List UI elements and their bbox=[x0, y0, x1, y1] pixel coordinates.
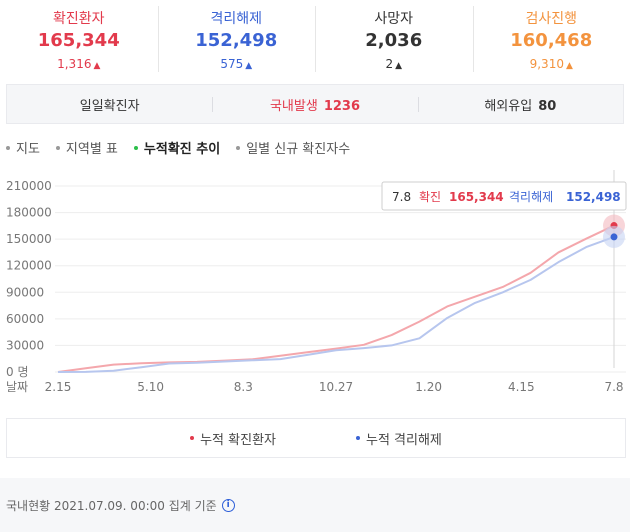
legend-released[interactable]: 누적 격리해제 bbox=[356, 429, 442, 448]
summary-stats: 확진환자 165,344 1,316 ▲ 격리해제 152,498 575 ▲ 사망… bbox=[0, 0, 630, 78]
y-tick-label: 90000 bbox=[6, 285, 44, 299]
stat-released-value: 152,498 bbox=[195, 30, 278, 51]
y-tick-label: 210000 bbox=[6, 179, 52, 193]
stat-testing-value: 160,468 bbox=[510, 30, 593, 51]
daily-domestic: 국내발생 1236 bbox=[212, 95, 417, 114]
arrow-up-icon: ▲ bbox=[245, 61, 253, 71]
bullet-icon bbox=[55, 145, 60, 150]
daily-overseas: 해외유입 80 bbox=[417, 95, 623, 114]
bullet-icon bbox=[236, 145, 241, 150]
y-tick-label: 60000 bbox=[6, 312, 44, 326]
bullet-icon bbox=[6, 145, 10, 150]
tooltip-confirmed-label: 확진 bbox=[419, 190, 441, 204]
x-tick-label: 5.10 bbox=[137, 380, 164, 394]
x-axis-labels: 날짜 2.15 5.10 8.3 10.27 1.20 4.15 7.8 bbox=[6, 380, 624, 394]
daily-label: 일일확진자 bbox=[79, 98, 140, 114]
stat-testing-change: 9,310 ▲ bbox=[473, 57, 630, 71]
y-tick-label: 0 명 bbox=[6, 365, 29, 379]
view-tabs: 지도 지역별 표 누적확진 추이 일별 신규 확진자수 bbox=[6, 138, 366, 157]
cumulative-line-chart[interactable]: 0 명 30000 60000 90000 120000 150000 180000 2100… bbox=[0, 170, 630, 402]
legend-confirmed-label: 누적 확진환자 bbox=[200, 432, 276, 448]
stat-released: 격리해제 152,498 575 ▲ bbox=[157, 0, 316, 78]
tooltip-confirmed-value: 165,344 bbox=[449, 190, 504, 204]
daily-overseas-value: 80 bbox=[538, 98, 557, 114]
x-tick-label: 7.8 bbox=[604, 380, 623, 394]
footer-text: 국내현황 2021.07.09. 00:00 집계 기준 bbox=[6, 498, 217, 513]
chart-legend: 누적 확진환자 누적 격리해제 bbox=[6, 418, 626, 458]
legend-confirmed-dot-icon bbox=[190, 436, 195, 440]
daily-overseas-label: 해외유입 bbox=[484, 98, 533, 114]
tab-region-table-label: 지역별 표 bbox=[65, 142, 118, 157]
stat-deaths-label: 사망자 bbox=[374, 11, 414, 27]
arrow-up-icon: ▲ bbox=[565, 61, 573, 71]
x-tick-label: 10.27 bbox=[319, 380, 353, 394]
tab-cumulative-trend[interactable]: 누적확진 추이 bbox=[133, 138, 221, 157]
series-line-released bbox=[57, 235, 615, 373]
tab-daily-new-cases-label: 일별 신규 확진자수 bbox=[246, 142, 351, 157]
stat-testing-label: 검사진행 bbox=[525, 11, 578, 27]
stat-testing: 검사진행 160,468 9,310 ▲ bbox=[472, 0, 630, 78]
stat-deaths: 사망자 2,036 2 ▲ bbox=[315, 0, 473, 78]
stat-confirmed: 확진환자 165,344 1,316 ▲ bbox=[0, 0, 158, 78]
stat-released-label: 격리해제 bbox=[210, 11, 263, 27]
stat-released-change-value: 575 bbox=[220, 57, 244, 71]
hover-marker bbox=[610, 233, 618, 241]
tooltip-released-value: 152,498 bbox=[566, 190, 621, 204]
legend-confirmed[interactable]: 누적 확진환자 bbox=[190, 429, 276, 448]
info-icon[interactable]: i bbox=[221, 498, 235, 512]
y-tick-label: 150000 bbox=[6, 232, 52, 246]
arrow-up-icon: ▲ bbox=[395, 61, 403, 71]
stat-confirmed-change-value: 1,316 bbox=[57, 57, 92, 71]
daily-cases-bar: 일일확진자 국내발생 1236 해외유입 80 bbox=[6, 84, 624, 124]
y-tick-label: 180000 bbox=[6, 206, 52, 220]
stat-confirmed-label: 확진환자 bbox=[52, 11, 105, 27]
stat-deaths-value: 2,036 bbox=[365, 30, 423, 51]
legend-released-dot-icon bbox=[356, 436, 360, 440]
chart-grid bbox=[55, 185, 626, 373]
chart-series bbox=[57, 224, 615, 373]
x-axis-title: 날짜 bbox=[6, 380, 28, 394]
x-tick-label: 8.3 bbox=[234, 380, 253, 394]
stat-testing-change-value: 9,310 bbox=[529, 57, 564, 71]
bullet-icon bbox=[133, 145, 138, 150]
tooltip: 7.8 확진 165,344 격리해제 152,498 bbox=[381, 181, 627, 211]
y-axis-labels: 0 명 30000 60000 90000 120000 150000 180000 2100… bbox=[6, 179, 52, 379]
arrow-up-icon: ▲ bbox=[93, 61, 101, 71]
tab-daily-new-cases[interactable]: 일별 신규 확진자수 bbox=[236, 138, 350, 157]
stat-deaths-change-value: 2 bbox=[385, 57, 394, 71]
stat-confirmed-change: 1,316 ▲ bbox=[0, 57, 158, 71]
tab-region-table[interactable]: 지역별 표 bbox=[55, 138, 118, 157]
series-line-confirmed bbox=[57, 224, 615, 373]
footer: 국내현황 2021.07.09. 00:00 집계 기준 i bbox=[0, 478, 630, 532]
tooltip-released-label: 격리해제 bbox=[509, 190, 553, 204]
daily-domestic-value: 1236 bbox=[323, 98, 360, 114]
tooltip-box bbox=[381, 181, 627, 211]
x-tick-label: 4.15 bbox=[508, 380, 535, 394]
x-tick-label: 1.20 bbox=[415, 380, 442, 394]
y-tick-label: 120000 bbox=[6, 259, 52, 273]
legend-released-label: 누적 격리해제 bbox=[366, 432, 442, 448]
x-tick-label: 2.15 bbox=[45, 380, 72, 394]
stat-confirmed-value: 165,344 bbox=[37, 30, 120, 51]
daily-domestic-label: 국내발생 bbox=[269, 98, 318, 114]
tab-cumulative-trend-label: 누적확진 추이 bbox=[143, 142, 221, 157]
tab-map-label: 지도 bbox=[16, 142, 40, 157]
tooltip-date: 7.8 bbox=[392, 190, 411, 204]
chart-markers bbox=[603, 214, 625, 248]
y-tick-label: 30000 bbox=[6, 338, 44, 352]
stat-deaths-change: 2 ▲ bbox=[315, 57, 473, 71]
tab-map[interactable]: 지도 bbox=[6, 138, 40, 157]
stat-released-change: 575 ▲ bbox=[158, 57, 316, 71]
